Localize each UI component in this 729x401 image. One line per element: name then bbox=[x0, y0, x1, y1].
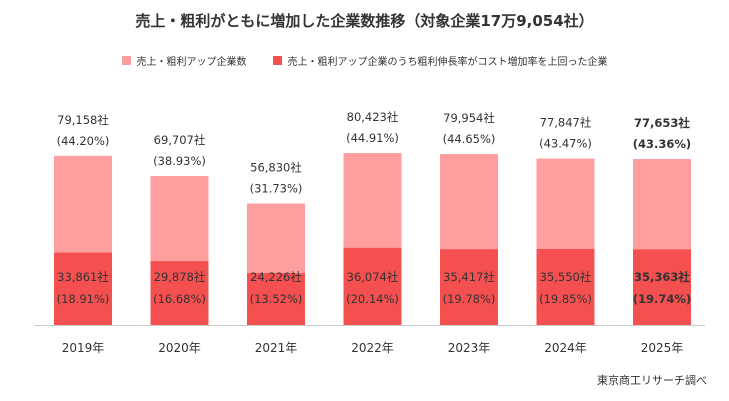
x-tick-label: 2020年 bbox=[158, 341, 201, 355]
total-count-label: 79,158社 bbox=[57, 113, 109, 127]
total-count-label: 77,847社 bbox=[540, 116, 592, 130]
subset-pct-label: (18.91%) bbox=[57, 292, 110, 306]
bar-subset bbox=[54, 252, 112, 325]
legend-item-total: 売上・粗利アップ企業数 bbox=[121, 53, 247, 68]
subset-count-label: 24,226社 bbox=[250, 270, 302, 284]
source-note: 東京商工リサーチ調べ bbox=[597, 374, 707, 387]
subset-count-label: 35,363社 bbox=[634, 270, 690, 284]
bar-subset bbox=[343, 247, 402, 325]
total-count-label: 69,707社 bbox=[154, 133, 206, 147]
bar-subset bbox=[247, 273, 305, 325]
total-count-label: 80,423社 bbox=[347, 110, 399, 124]
bar-subset bbox=[633, 249, 691, 325]
legend-item-subset: 売上・粗利アップ企業のうち粗利伸長率がコスト増加率を上回った企業 bbox=[272, 53, 608, 68]
total-pct-label: (44.65%) bbox=[443, 132, 496, 146]
bar-subset bbox=[150, 261, 209, 325]
subset-pct-label: (20.14%) bbox=[346, 292, 399, 306]
subset-count-label: 35,417社 bbox=[443, 270, 495, 284]
x-tick-label: 2023年 bbox=[448, 341, 491, 355]
legend-label-total: 売上・粗利アップ企業数 bbox=[136, 57, 247, 68]
legend-label-subset: 売上・粗利アップ企業のうち粗利伸長率がコスト増加率を上回った企業 bbox=[287, 57, 608, 68]
total-count-label: 79,954社 bbox=[443, 111, 495, 125]
legend-swatch-total bbox=[121, 56, 131, 65]
x-tick-label: 2022年 bbox=[351, 341, 394, 355]
subset-pct-label: (13.52%) bbox=[250, 292, 303, 306]
bar-subset bbox=[536, 249, 595, 325]
total-pct-label: (31.73%) bbox=[250, 182, 303, 196]
x-tick-label: 2021年 bbox=[255, 341, 298, 355]
subset-pct-label: (19.78%) bbox=[443, 292, 496, 306]
bar-subset bbox=[440, 249, 498, 325]
total-pct-label: (43.36%) bbox=[633, 137, 691, 151]
subset-count-label: 29,878社 bbox=[154, 270, 206, 284]
total-pct-label: (38.93%) bbox=[153, 154, 206, 168]
total-pct-label: (44.20%) bbox=[57, 134, 110, 148]
total-pct-label: (44.91%) bbox=[346, 131, 399, 145]
subset-pct-label: (19.74%) bbox=[633, 292, 691, 306]
subset-count-label: 36,074社 bbox=[347, 270, 399, 284]
subset-pct-label: (16.68%) bbox=[153, 292, 206, 306]
subset-count-label: 33,861社 bbox=[57, 270, 109, 284]
total-count-label: 77,653社 bbox=[634, 116, 690, 130]
subset-count-label: 35,550社 bbox=[540, 270, 592, 284]
x-tick-label: 2024年 bbox=[544, 341, 587, 355]
x-tick-label: 2019年 bbox=[62, 341, 105, 355]
x-tick-label: 2025年 bbox=[641, 341, 684, 355]
subset-pct-label: (19.85%) bbox=[539, 292, 592, 306]
total-pct-label: (43.47%) bbox=[539, 137, 592, 151]
chart-title: 売上・粗利がともに増加した企業数推移（対象企業17万9,054社） bbox=[135, 12, 594, 30]
total-count-label: 56,830社 bbox=[250, 161, 302, 175]
legend-swatch-subset bbox=[272, 56, 282, 65]
legend: 売上・粗利アップ企業数 売上・粗利アップ企業のうち粗利伸長率がコスト増加率を上回… bbox=[0, 53, 729, 68]
